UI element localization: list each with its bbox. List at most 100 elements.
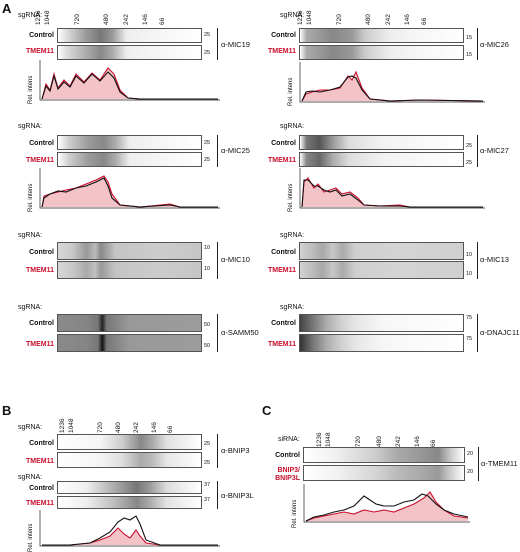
blot-lane-tmem11 xyxy=(299,334,464,352)
bracket xyxy=(217,28,218,60)
kd-marker-top: 25 xyxy=(204,441,211,447)
kd-marker-top: 25 xyxy=(204,32,211,38)
bracket xyxy=(217,481,218,509)
blot-lane-tmem11 xyxy=(299,45,464,60)
profile-tmem11-fill xyxy=(42,176,218,207)
row-label-control: Control xyxy=(271,249,296,256)
profile-axes xyxy=(299,168,485,209)
antibody-label: α-TMEM11 xyxy=(481,459,518,468)
marker-480: 480 xyxy=(365,14,372,25)
sirna-label: siRNA: xyxy=(278,436,300,443)
kd-marker-top: 50 xyxy=(204,322,211,328)
profile-axes xyxy=(299,62,485,103)
blot-lane-tmem11 xyxy=(57,45,202,60)
antibody-label: α-SAMM50 xyxy=(221,328,259,337)
sgrna-label: sgRNA: xyxy=(18,424,43,431)
bracket xyxy=(217,314,218,352)
marker-720: 720 xyxy=(97,422,104,433)
blot-lane-control xyxy=(57,314,202,332)
y-axis-label: Rel. intens xyxy=(292,499,298,528)
sgrna-label: sgRNA: xyxy=(280,12,305,19)
antibody-label: α-MIC26 xyxy=(480,40,509,49)
profile-control xyxy=(42,515,218,546)
marker-1048: 1048 xyxy=(306,10,313,25)
blot-lane-tmem11 xyxy=(57,334,202,352)
blot-lane-control xyxy=(57,135,202,150)
marker-1048: 1048 xyxy=(44,10,51,25)
marker-146: 146 xyxy=(142,14,149,25)
profile-axes xyxy=(39,60,220,101)
marker-480: 480 xyxy=(376,436,383,447)
panel-label-c: C xyxy=(262,403,272,418)
row-label-control: Control xyxy=(275,452,300,459)
intensity-profile xyxy=(299,62,485,103)
profile-control xyxy=(301,179,483,208)
intensity-profile xyxy=(299,168,485,209)
kd-marker-top: 25 xyxy=(204,140,211,146)
intensity-profile xyxy=(39,168,220,209)
row-label-tmem11: TMEM11 xyxy=(25,458,54,465)
intensity-profile xyxy=(39,510,220,547)
marker-242: 242 xyxy=(385,14,392,25)
marker-66: 66 xyxy=(159,17,166,25)
profile-tmem11-fill xyxy=(42,68,218,99)
row-label-control: Control xyxy=(271,320,296,327)
sgrna-label: sgRNA: xyxy=(280,232,305,239)
kd-marker-top: 10 xyxy=(204,245,211,251)
y-axis-label: Rel. intens xyxy=(288,77,294,106)
marker-1236: 1236 xyxy=(59,418,66,433)
kd-marker-top: 15 xyxy=(466,35,473,41)
sgrna-label: sgRNA: xyxy=(18,232,43,239)
profile-tmem11-fill xyxy=(306,492,468,521)
profile-tmem11 xyxy=(305,491,469,522)
marker-720: 720 xyxy=(74,14,81,25)
blot-lane-control xyxy=(57,28,202,43)
marker-1236: 1236 xyxy=(35,10,42,25)
kd-marker-top: 20 xyxy=(467,451,474,457)
blot-lane-control xyxy=(57,242,202,260)
panel-label-b: B xyxy=(2,403,12,418)
blot-lane-tmem11 xyxy=(299,261,464,279)
row-label-tmem11: TMEM11 xyxy=(267,267,296,274)
kd-marker-top: 75 xyxy=(466,315,473,321)
marker-242: 242 xyxy=(395,436,402,447)
profile-axes xyxy=(39,168,220,209)
sgrna-label: sgRNA: xyxy=(18,304,43,311)
kd-marker-top: 25 xyxy=(466,143,473,149)
sgrna-label: sgRNA: xyxy=(280,123,305,130)
kd-marker-bottom: 25 xyxy=(204,460,211,466)
blot-lane-tmem11 xyxy=(57,152,202,167)
intensity-profile xyxy=(303,484,470,523)
sgrna-label: sgRNA: xyxy=(18,12,43,19)
row-label-tmem11: TMEM11 xyxy=(25,267,54,274)
kd-marker-bottom: 10 xyxy=(466,271,473,277)
kd-marker-top: 37 xyxy=(204,482,211,488)
blot-lane-tmem11 xyxy=(57,496,202,509)
marker-480: 480 xyxy=(103,14,110,25)
row-label-control: Control xyxy=(29,320,54,327)
row-label-tmem11: TMEM11 xyxy=(25,500,54,507)
row-label-tmem11: TMEM11 xyxy=(25,157,54,164)
bracket xyxy=(477,314,478,352)
marker-720: 720 xyxy=(336,14,343,25)
kd-marker-top: 10 xyxy=(466,252,473,258)
marker-242: 242 xyxy=(133,422,140,433)
kd-marker-bottom: 25 xyxy=(204,157,211,163)
blot-lane-control xyxy=(299,135,464,150)
antibody-label: α-MIC10 xyxy=(221,255,250,264)
sgrna-label: sgRNA: xyxy=(280,304,305,311)
marker-1236: 1236 xyxy=(316,432,323,447)
blot-lane-tmem11 xyxy=(299,152,464,167)
antibody-label: α-BNIP3 xyxy=(221,446,250,455)
antibody-label: α-DNAJC11 xyxy=(480,328,520,337)
y-axis-label: Rel. intens xyxy=(288,183,294,212)
marker-1048: 1048 xyxy=(68,418,75,433)
row-label-tmem11: TMEM11 xyxy=(267,157,296,164)
marker-1048: 1048 xyxy=(325,432,332,447)
blot-lane-control xyxy=(57,434,202,450)
row-label-control: Control xyxy=(29,249,54,256)
marker-242: 242 xyxy=(123,14,130,25)
blot-lane-control xyxy=(299,242,464,260)
row-label-tmem11: TMEM11 xyxy=(25,48,54,55)
sgrna-label: sgRNA: xyxy=(18,474,43,481)
